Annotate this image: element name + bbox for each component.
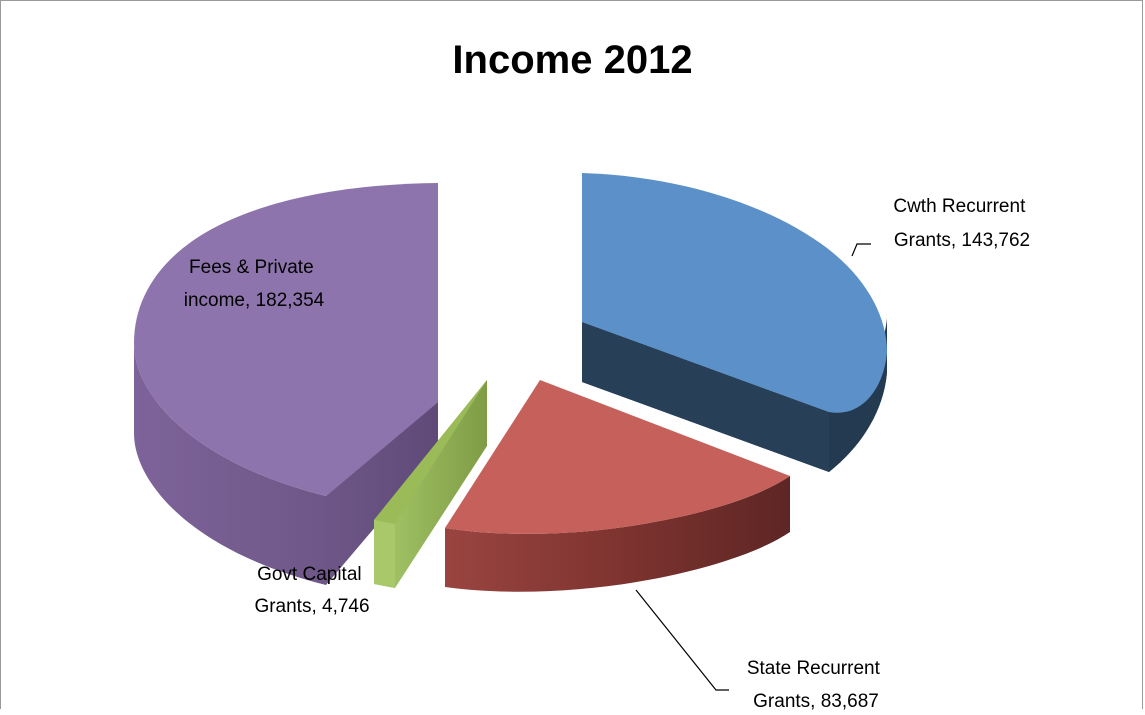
label-state-recurrent-grants: State Recurrent Grants, 83,687 [747, 658, 885, 712]
leader-line-cwth [851, 243, 871, 257]
data-labels: Cwth Recurrent Grants, 143,762 State Rec… [184, 196, 1030, 712]
pie-slice-cwth-recurrent-grants [582, 173, 887, 472]
pie-slice-govt-capital-grants [374, 380, 487, 588]
leader-line-state [635, 589, 729, 691]
label-govt-capital-grants: Govt Capital Grants, 4,746 [254, 564, 369, 617]
label-cwth-recurrent-grants: Cwth Recurrent Grants, 143,762 [893, 196, 1030, 251]
chart-title: Income 2012 [452, 38, 693, 82]
pie-slice-state-recurrent-grants [445, 380, 790, 592]
chart-bottom-edge [0, 709, 1145, 715]
label-fees-private-income: Fees & Private income, 182,354 [184, 257, 325, 311]
leader-lines [635, 243, 871, 691]
pie-slice-fees-private-income [134, 183, 438, 585]
